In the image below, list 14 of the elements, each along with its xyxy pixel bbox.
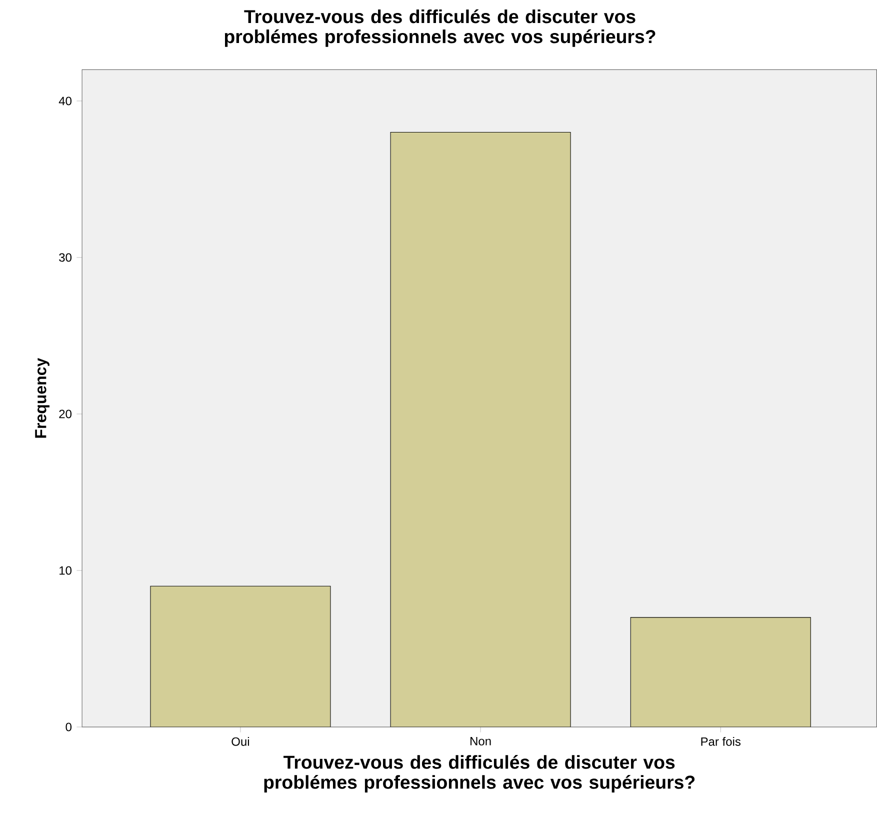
y-tick-label: 40 [58,96,72,106]
x-axis-title: Trouvez-vous des difficulés de discuter vos problémes professionnels avec vos supérieurs? [264,754,695,793]
x-tick-label: Non [470,737,491,746]
y-tick-label: 10 [60,566,72,575]
bar [630,617,811,727]
bar [150,586,331,727]
x-tick-label: Par fois [701,737,741,746]
y-axis-title: Frequency [35,358,50,438]
x-tick-label: Oui [232,737,249,746]
y-tick-label: 30 [59,253,72,262]
y-tick-label: 20 [59,410,72,418]
bar [390,132,571,727]
chart-title: Trouvez-vous des difficulés de discuter vos problémes professionnels avec vos supérieurs? [224,9,656,47]
y-tick-label: 0 [66,722,72,732]
